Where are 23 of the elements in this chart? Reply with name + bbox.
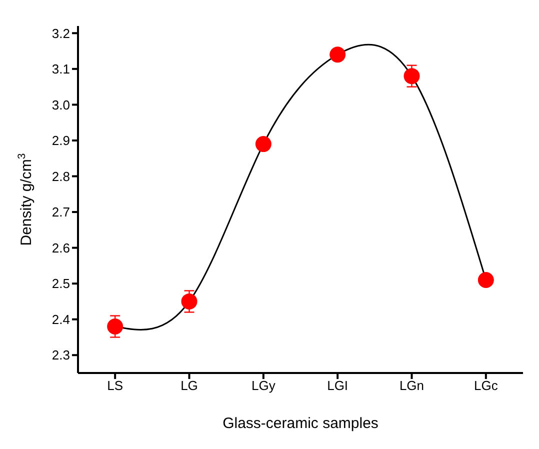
point [107,318,124,334]
y-tick-label: 2.7 [52,204,70,220]
point [181,293,198,310]
y-tick-label: 2.6 [52,240,70,256]
point [404,68,420,84]
point [478,272,494,288]
y-tick-label: 3.1 [52,62,70,77]
point [330,46,346,63]
x-tick-label: LGy [251,378,276,394]
y-tick-label: 3.0 [52,97,70,112]
y-tick-label: 3.2 [52,26,70,41]
x-tick-label: LGn [399,378,424,394]
x-tick-label: LGI [327,378,348,394]
x-tick-label: LG [180,378,198,394]
x-tick-label: LS [107,378,124,394]
y-tick-label: 2.4 [52,312,70,327]
y-tick-label: 2.3 [52,348,70,363]
y-tick-label: 2.9 [52,133,70,148]
point [255,136,272,152]
y-tick-label: 2.5 [52,276,70,292]
x-axis-title: Glass-ceramic samples [222,415,378,432]
x-tick-label: LGc [474,378,498,394]
y-tick-label: 2.8 [52,168,70,184]
